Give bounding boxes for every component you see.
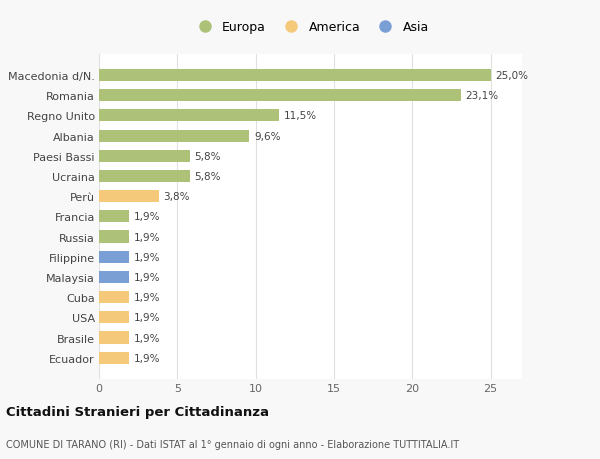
Text: 1,9%: 1,9% bbox=[133, 252, 160, 262]
Text: 1,9%: 1,9% bbox=[133, 292, 160, 302]
Bar bbox=[99, 211, 129, 223]
Text: 1,9%: 1,9% bbox=[133, 272, 160, 282]
Text: 9,6%: 9,6% bbox=[254, 131, 281, 141]
Text: 1,9%: 1,9% bbox=[133, 212, 160, 222]
Text: 1,9%: 1,9% bbox=[133, 353, 160, 363]
Text: 25,0%: 25,0% bbox=[496, 71, 529, 81]
Bar bbox=[99, 291, 129, 303]
Text: 23,1%: 23,1% bbox=[466, 91, 499, 101]
Bar bbox=[99, 171, 190, 183]
Text: 5,8%: 5,8% bbox=[194, 172, 221, 182]
Bar bbox=[99, 271, 129, 283]
Bar bbox=[99, 70, 491, 82]
Bar bbox=[99, 110, 279, 122]
Bar bbox=[99, 130, 250, 142]
Bar bbox=[99, 90, 461, 102]
Text: 5,8%: 5,8% bbox=[194, 151, 221, 162]
Text: 1,9%: 1,9% bbox=[133, 232, 160, 242]
Text: 1,9%: 1,9% bbox=[133, 333, 160, 343]
Text: Cittadini Stranieri per Cittadinanza: Cittadini Stranieri per Cittadinanza bbox=[6, 405, 269, 419]
Bar bbox=[99, 190, 158, 203]
Text: 11,5%: 11,5% bbox=[284, 111, 317, 121]
Bar bbox=[99, 251, 129, 263]
Text: 3,8%: 3,8% bbox=[163, 192, 190, 202]
Bar bbox=[99, 352, 129, 364]
Bar bbox=[99, 332, 129, 344]
Text: COMUNE DI TARANO (RI) - Dati ISTAT al 1° gennaio di ogni anno - Elaborazione TUT: COMUNE DI TARANO (RI) - Dati ISTAT al 1°… bbox=[6, 440, 459, 449]
Text: 1,9%: 1,9% bbox=[133, 313, 160, 323]
Bar bbox=[99, 312, 129, 324]
Bar bbox=[99, 231, 129, 243]
Bar bbox=[99, 151, 190, 162]
Legend: Europa, America, Asia: Europa, America, Asia bbox=[187, 16, 434, 39]
